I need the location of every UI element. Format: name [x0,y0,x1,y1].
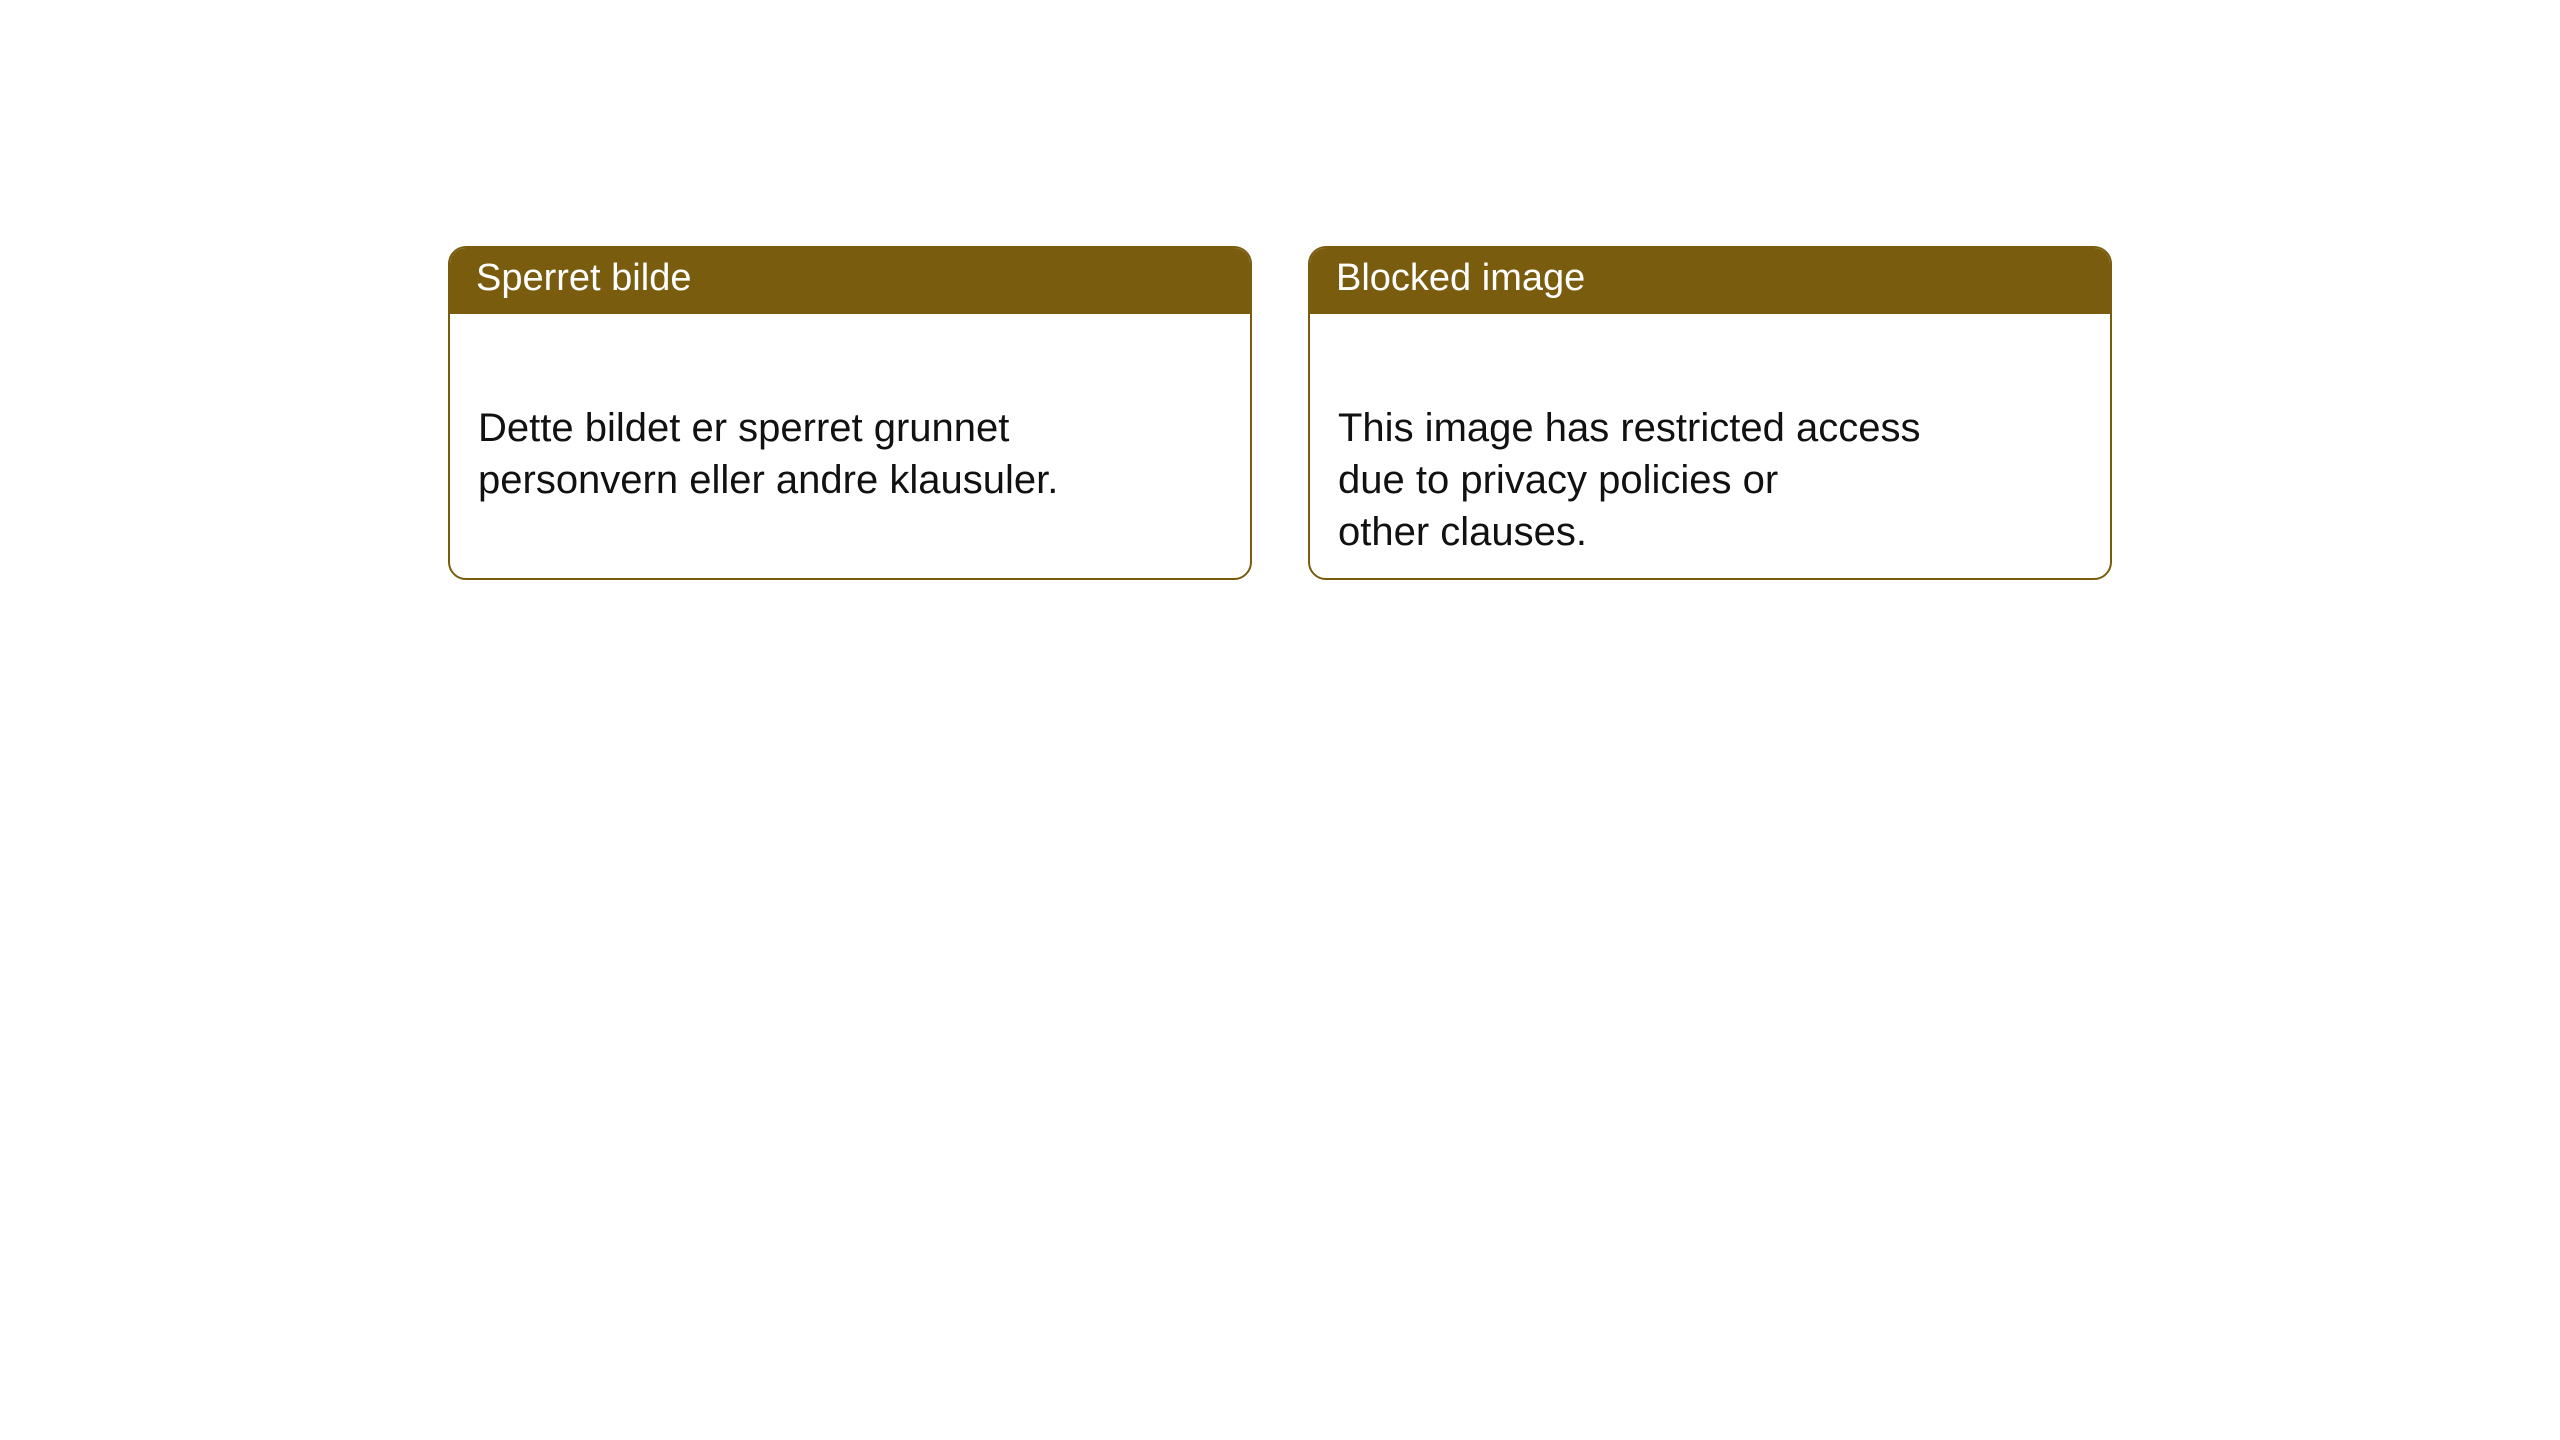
card-title: Blocked image [1336,257,1585,299]
card-body-text: This image has restricted access due to … [1338,406,1920,554]
card-body-text: Dette bildet er sperret grunnet personve… [478,406,1058,502]
card-header: Blocked image [1310,248,2110,314]
notice-container: Sperret bilde Dette bildet er sperret gr… [0,0,2560,580]
notice-card-norwegian: Sperret bilde Dette bildet er sperret gr… [448,246,1252,580]
card-body: Dette bildet er sperret grunnet personve… [450,314,1250,534]
card-body: This image has restricted access due to … [1310,314,2110,580]
card-header: Sperret bilde [450,248,1250,314]
card-title: Sperret bilde [476,257,691,299]
notice-card-english: Blocked image This image has restricted … [1308,246,2112,580]
